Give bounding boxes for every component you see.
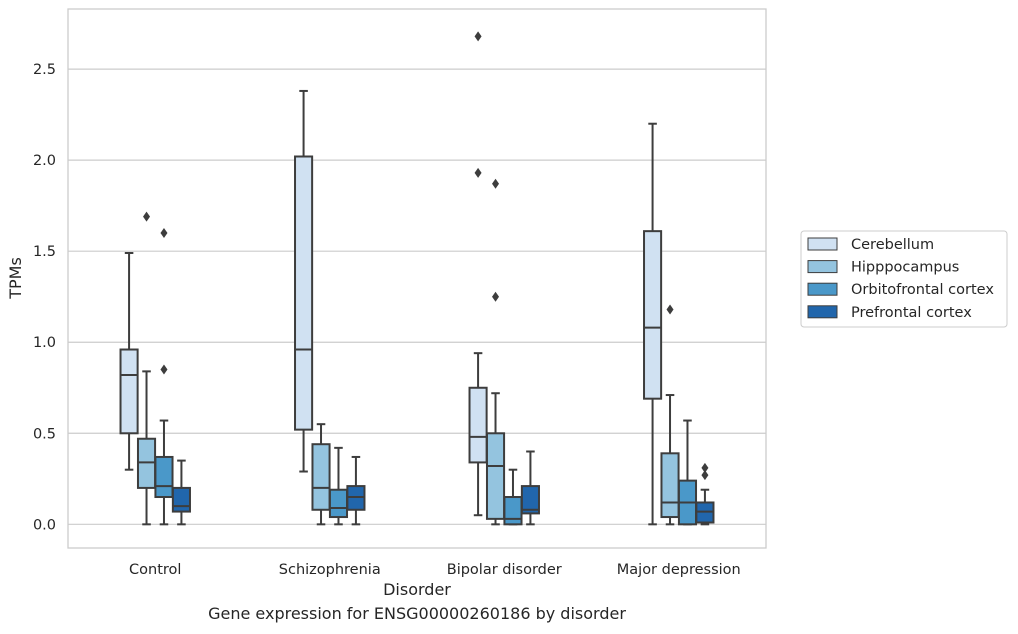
box-body bbox=[468, 386, 488, 464]
outlier-point bbox=[160, 227, 168, 238]
box-body bbox=[311, 443, 331, 511]
y-tick-label: 2.5 bbox=[33, 62, 56, 78]
box-1-3 bbox=[660, 304, 680, 526]
box-1-1 bbox=[311, 423, 331, 526]
box-3-1 bbox=[346, 455, 366, 526]
box-2-0 bbox=[154, 227, 174, 526]
box-2-3 bbox=[677, 419, 698, 526]
plot-area-frame bbox=[67, 8, 767, 549]
box-body bbox=[503, 496, 523, 526]
y-axis-label: TPMs bbox=[6, 257, 25, 300]
y-tick-label: 2.0 bbox=[33, 153, 56, 169]
box-0-3 bbox=[643, 122, 663, 526]
box-2-1 bbox=[328, 446, 349, 526]
box-0-1 bbox=[294, 89, 314, 473]
box-3-3 bbox=[695, 462, 715, 526]
x-axis-label: Disorder bbox=[383, 580, 451, 599]
y-tick-label: 0.0 bbox=[33, 517, 56, 533]
y-tick-label: 1.0 bbox=[33, 335, 56, 351]
outlier-point bbox=[160, 364, 168, 375]
y-tick-label: 0.5 bbox=[33, 426, 56, 442]
legend-label: Cerebellum bbox=[851, 237, 934, 253]
legend-swatch bbox=[807, 305, 838, 319]
legend-swatch bbox=[807, 237, 838, 251]
x-tick-label: Schizophrenia bbox=[279, 562, 381, 578]
box-body bbox=[328, 488, 349, 519]
box-3-2 bbox=[520, 450, 540, 526]
y-tick-labels: 0.0 0.5 1.0 1.5 2.0 2.5 bbox=[33, 62, 56, 533]
legend-label: Prefrontal cortex bbox=[851, 305, 972, 321]
box-body bbox=[294, 155, 314, 431]
outlier-point bbox=[474, 167, 482, 178]
legend-label: Orbitofrontal cortex bbox=[851, 282, 994, 298]
box-body bbox=[154, 455, 174, 499]
box-0-2 bbox=[468, 31, 488, 517]
box-plots bbox=[119, 31, 715, 526]
legend: Cerebellum Hipppocampus Orbitofrontal cort… bbox=[800, 230, 1008, 328]
box-body bbox=[171, 486, 191, 513]
figure-caption: Gene expression for ENSG00000260186 by d… bbox=[208, 604, 626, 623]
box-body bbox=[660, 452, 680, 519]
x-tick-labels: Control Schizophrenia Bipolar disorder Majo… bbox=[129, 562, 741, 578]
box-2-2 bbox=[503, 468, 523, 526]
legend-swatch bbox=[807, 260, 838, 274]
box-1-2 bbox=[485, 178, 506, 526]
outlier-point bbox=[492, 178, 500, 189]
x-tick-label: Bipolar disorder bbox=[447, 562, 562, 578]
outlier-point bbox=[701, 470, 709, 481]
box-0-0 bbox=[119, 252, 139, 471]
legend-swatch bbox=[807, 282, 838, 296]
outlier-point bbox=[143, 211, 151, 222]
box-body bbox=[520, 485, 540, 515]
outlier-point bbox=[666, 304, 674, 315]
y-tick-label: 1.5 bbox=[33, 244, 56, 260]
box-3-0 bbox=[171, 459, 191, 526]
x-tick-label: Major depression bbox=[617, 562, 741, 578]
box-1-0 bbox=[136, 211, 157, 526]
box-body bbox=[485, 432, 506, 520]
legend-frame bbox=[800, 230, 1008, 328]
box-body bbox=[643, 230, 663, 400]
x-tick-label: Control bbox=[129, 562, 181, 578]
outlier-point bbox=[701, 462, 709, 473]
legend-label: Hipppocampus bbox=[851, 260, 959, 276]
outlier-point bbox=[474, 31, 482, 42]
box-body bbox=[119, 348, 139, 435]
outlier-point bbox=[492, 291, 500, 302]
